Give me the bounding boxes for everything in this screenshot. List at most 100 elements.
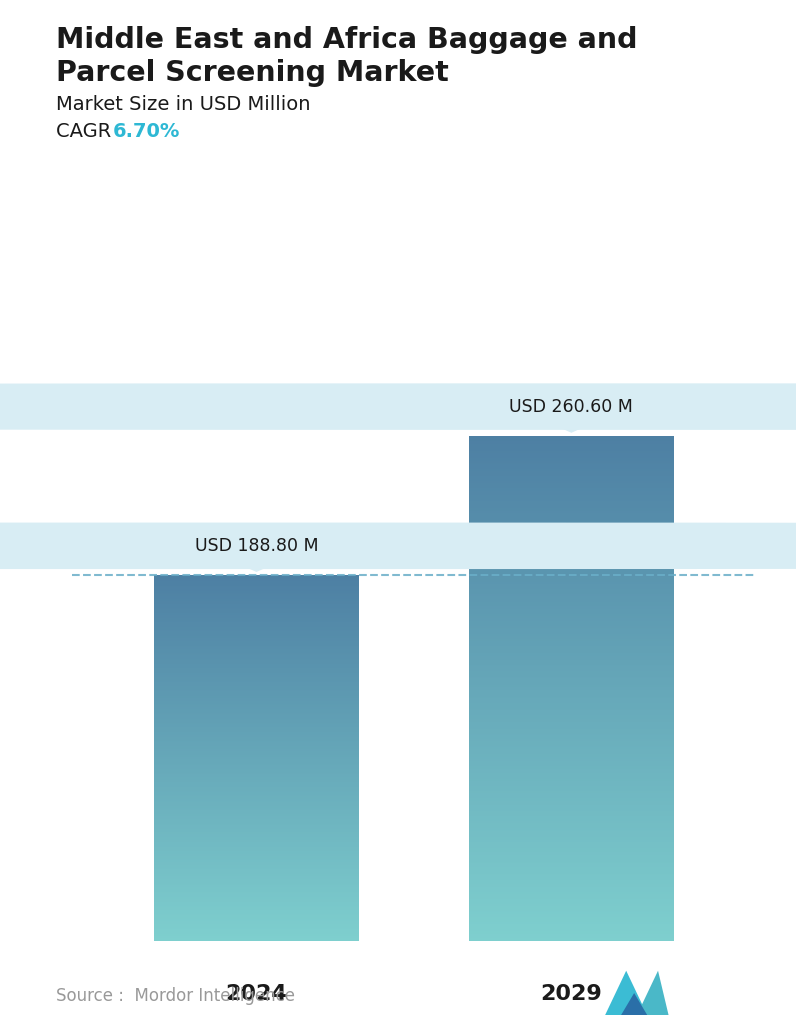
- Bar: [469, 748, 674, 749]
- Bar: [154, 807, 359, 808]
- Bar: [154, 642, 359, 643]
- Bar: [154, 934, 359, 935]
- Bar: [154, 908, 359, 909]
- Bar: [154, 837, 359, 838]
- Bar: [469, 582, 674, 584]
- Bar: [469, 652, 674, 655]
- Bar: [154, 796, 359, 797]
- Bar: [469, 611, 674, 612]
- Bar: [469, 628, 674, 630]
- Bar: [154, 898, 359, 899]
- Bar: [469, 464, 674, 466]
- Bar: [469, 866, 674, 869]
- Bar: [469, 534, 674, 535]
- Bar: [469, 834, 674, 837]
- Bar: [154, 691, 359, 692]
- Bar: [469, 476, 674, 478]
- Bar: [469, 807, 674, 808]
- Bar: [469, 687, 674, 689]
- Bar: [469, 525, 674, 526]
- Bar: [154, 844, 359, 845]
- Bar: [469, 898, 674, 899]
- Bar: [469, 939, 674, 941]
- Bar: [469, 732, 674, 734]
- Bar: [469, 697, 674, 698]
- Bar: [469, 498, 674, 499]
- Bar: [469, 483, 674, 485]
- Bar: [469, 589, 674, 590]
- Bar: [469, 609, 674, 611]
- Bar: [469, 555, 674, 557]
- Bar: [154, 664, 359, 665]
- Bar: [469, 448, 674, 449]
- Bar: [154, 773, 359, 776]
- Bar: [154, 752, 359, 753]
- Bar: [469, 458, 674, 459]
- Bar: [469, 789, 674, 791]
- Bar: [154, 719, 359, 720]
- Bar: [154, 875, 359, 876]
- Bar: [469, 703, 674, 705]
- Bar: [154, 737, 359, 738]
- Bar: [154, 655, 359, 656]
- Bar: [154, 648, 359, 649]
- Bar: [154, 790, 359, 791]
- Bar: [154, 766, 359, 767]
- Bar: [469, 847, 674, 848]
- Bar: [154, 743, 359, 744]
- Bar: [469, 451, 674, 453]
- Bar: [154, 744, 359, 746]
- Bar: [154, 889, 359, 891]
- Bar: [469, 539, 674, 540]
- Bar: [154, 871, 359, 872]
- Bar: [469, 530, 674, 531]
- Bar: [469, 517, 674, 518]
- Bar: [154, 583, 359, 584]
- Bar: [154, 686, 359, 688]
- Bar: [469, 739, 674, 740]
- Bar: [154, 580, 359, 581]
- Bar: [154, 825, 359, 826]
- Bar: [469, 917, 674, 919]
- Bar: [469, 889, 674, 890]
- Bar: [469, 938, 674, 939]
- Bar: [154, 760, 359, 762]
- Bar: [154, 925, 359, 926]
- Bar: [469, 885, 674, 887]
- Bar: [154, 679, 359, 681]
- Bar: [154, 828, 359, 830]
- Bar: [154, 937, 359, 939]
- Bar: [469, 515, 674, 517]
- Bar: [469, 537, 674, 539]
- Bar: [469, 711, 674, 713]
- Bar: [469, 726, 674, 727]
- Bar: [154, 747, 359, 749]
- Bar: [469, 670, 674, 671]
- Bar: [154, 693, 359, 695]
- Bar: [154, 916, 359, 918]
- Bar: [154, 933, 359, 934]
- Bar: [469, 494, 674, 496]
- Bar: [469, 933, 674, 934]
- Bar: [154, 663, 359, 664]
- Bar: [154, 810, 359, 811]
- Bar: [154, 678, 359, 679]
- Bar: [154, 645, 359, 647]
- Bar: [469, 756, 674, 757]
- Bar: [469, 665, 674, 667]
- FancyBboxPatch shape: [0, 384, 796, 430]
- Bar: [154, 939, 359, 940]
- Bar: [469, 461, 674, 462]
- Polygon shape: [621, 993, 647, 1015]
- Bar: [154, 846, 359, 847]
- Bar: [154, 732, 359, 733]
- Bar: [469, 717, 674, 719]
- Text: USD 260.60 M: USD 260.60 M: [509, 398, 634, 416]
- Bar: [469, 683, 674, 685]
- Bar: [154, 604, 359, 606]
- Bar: [469, 729, 674, 730]
- Bar: [469, 596, 674, 598]
- Bar: [154, 730, 359, 731]
- Bar: [154, 586, 359, 587]
- Bar: [154, 635, 359, 636]
